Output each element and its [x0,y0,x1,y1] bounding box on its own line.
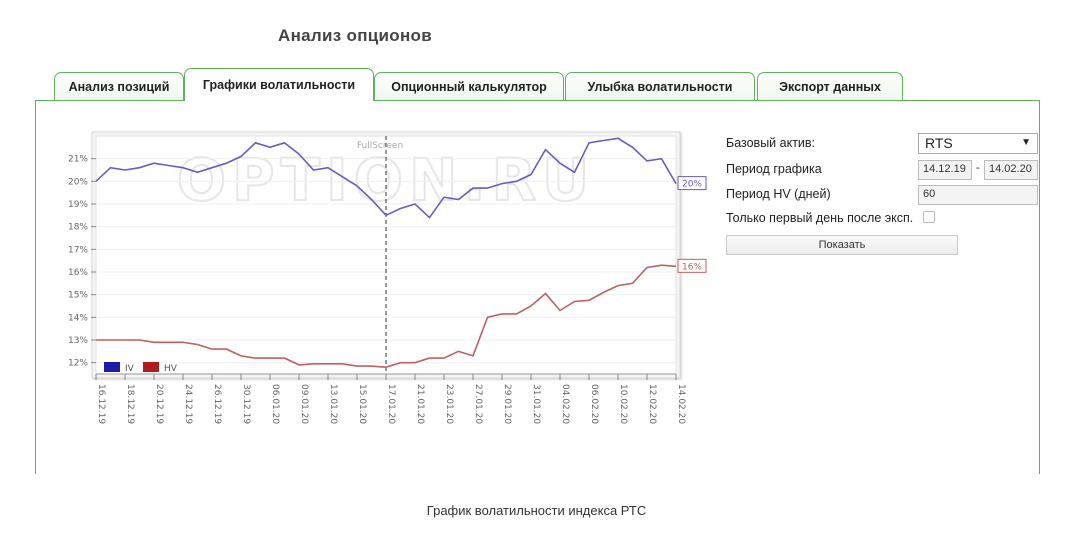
period-from-input[interactable]: 14.12.19 [918,160,972,180]
x-tick-label: 13.01.20 [328,384,338,424]
period-to-input[interactable]: 14.02.20 [984,160,1038,180]
figure-caption: График волатильности индекса РТС [426,503,647,518]
x-tick-label: 10.02.20 [618,384,628,424]
y-tick-label: 17% [68,245,88,255]
hv-period-input[interactable]: 60 [918,185,1038,205]
legend-iv-swatch [104,362,120,372]
y-tick-label: 13% [68,336,88,346]
x-tick-label: 24.12.19 [183,384,193,424]
x-tick-label: 23.01.20 [444,384,454,424]
tab-option-calculator[interactable]: Опционный калькулятор [374,72,564,100]
x-tick-label: 20.12.19 [154,384,164,424]
x-tick-label: 04.02.20 [560,384,570,424]
tab-volatility-charts[interactable]: Графики волатильности [184,68,374,101]
x-tick-label: 06.01.20 [270,384,280,424]
period-label: Период графика [726,162,822,176]
period-separator: - [976,162,980,174]
x-tick-label: 14.02.20 [676,384,686,424]
y-tick-label: 16% [68,268,88,278]
x-tick-label: 27.01.20 [473,384,483,424]
show-button[interactable]: Показать [726,235,958,255]
tab-position-analysis[interactable]: Анализ позиций [54,72,184,100]
x-tick-label: 12.02.20 [647,384,657,424]
x-tick-label: 09.01.20 [299,384,309,424]
chart-legend: IV HV [104,362,178,374]
first-day-label: Только первый день после эксп. [726,211,914,225]
dropdown-arrow-icon: ▼ [1021,137,1031,148]
x-tick-label: 21.01.20 [415,384,425,424]
end-label-text: 16% [682,262,702,272]
watermark: OPTION.RU [177,146,596,214]
base-asset-select[interactable]: RTS ▼ [918,133,1038,154]
page-title: Анализ опционов [278,26,432,45]
x-tick-label: 31.01.20 [531,384,541,424]
end-label-text: 20% [682,180,702,190]
x-tick-label: 18.12.19 [125,384,135,424]
legend-hv-swatch [143,362,159,372]
series-line-hv [96,264,677,369]
fullscreen-link[interactable]: FullScreen [357,141,403,151]
x-tick-label: 06.02.20 [589,384,599,424]
tab-data-export[interactable]: Экспорт данных [757,72,903,100]
x-tick-label: 29.01.20 [502,384,512,424]
x-tick-label: 26.12.19 [212,384,222,424]
y-tick-label: 18% [68,223,88,233]
y-tick-label: 15% [68,291,88,301]
y-tick-label: 14% [68,313,88,323]
hv-period-label: Период HV (дней) [726,187,831,201]
series-line-iv [95,137,677,219]
y-tick-label: 19% [68,200,88,210]
x-tick-label: 17.01.20 [386,384,396,424]
x-tick-label: 15.01.20 [357,384,367,424]
tab-volatility-smile[interactable]: Улыбка волатильности [565,72,755,100]
end-label-hv: 16% [677,258,707,273]
end-label-iv: 20% [677,176,707,191]
legend-hv-label: HV [164,364,178,374]
x-tick-label: 30.12.19 [241,384,251,424]
y-tick-label: 21% [68,155,88,165]
x-tick-label: 16.12.19 [96,384,106,424]
end-label-box [677,258,707,273]
y-tick-label: 20% [68,177,88,187]
first-day-checkbox[interactable] [923,211,935,223]
legend-iv-label: IV [125,364,135,374]
y-tick-label: 12% [68,359,88,369]
base-asset-value: RTS [925,135,953,151]
base-asset-label: Базовый актив: [726,136,816,150]
volatility-chart[interactable]: OPTION.RU FullScreen 20% 16% 12% 13% 14% 15%… [50,128,715,450]
end-label-box [677,176,707,191]
